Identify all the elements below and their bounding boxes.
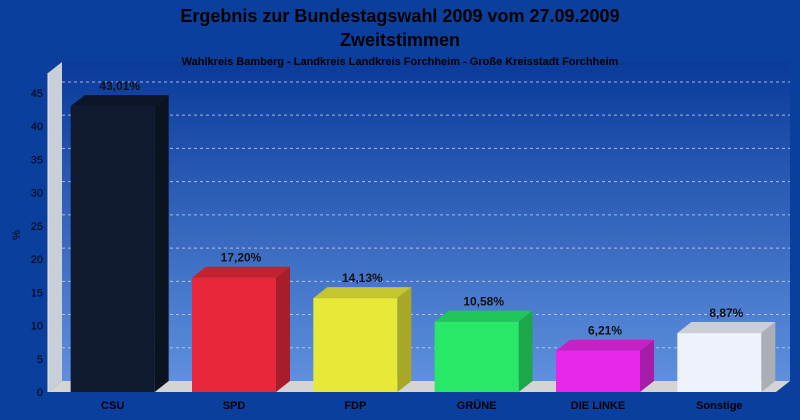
y-tick-label: 5: [37, 354, 43, 366]
y-tick-label: 20: [31, 254, 43, 266]
chart-title-line2: Zweitstimmen: [340, 30, 460, 50]
bar-top: [70, 95, 169, 107]
chart-title: Ergebnis zur Bundestagswahl 2009 vom 27.…: [180, 6, 619, 26]
x-tick-label: SPD: [223, 400, 246, 412]
bar-side: [397, 287, 412, 392]
bar-value-label: 10,58%: [463, 295, 504, 309]
bar: [192, 266, 290, 392]
bar-front: [70, 106, 155, 392]
plot-left-wall: [48, 62, 62, 392]
bar-front: [434, 321, 519, 392]
bar-side: [154, 95, 169, 392]
bar-side: [761, 322, 776, 392]
y-tick-label: 35: [31, 154, 43, 166]
bar: [70, 95, 169, 392]
x-tick-label: GRÜNE: [457, 399, 497, 412]
bar: [434, 310, 533, 392]
bar-front: [677, 333, 762, 392]
y-axis-label: %: [11, 230, 23, 240]
bar-top: [677, 322, 776, 334]
x-tick-label: CSU: [101, 400, 124, 412]
x-tick-label: DIE LINKE: [571, 400, 625, 412]
bar-side: [640, 339, 654, 392]
bar-value-label: 6,21%: [588, 324, 622, 338]
bar: [556, 339, 654, 392]
bar-front: [313, 298, 398, 392]
y-tick-label: 10: [31, 321, 43, 333]
bar-top: [434, 310, 533, 322]
x-tick-label: Sonstige: [696, 400, 742, 412]
bar-side: [518, 310, 533, 392]
bar-value-label: 17,20%: [221, 251, 262, 265]
bar: [313, 287, 412, 392]
bar-value-label: 43,01%: [99, 79, 140, 93]
bar-front: [192, 277, 276, 392]
bar-value-label: 14,13%: [342, 271, 383, 285]
bar-top: [313, 287, 412, 299]
bar: [677, 322, 776, 392]
y-tick-label: 30: [31, 188, 43, 200]
bar-side: [276, 266, 290, 392]
y-tick-label: 15: [31, 287, 43, 299]
y-tick-label: 25: [31, 221, 43, 233]
y-tick-label: 45: [31, 88, 43, 100]
chart-subtitle: Wahlkreis Bamberg - Landkreis Landkreis …: [182, 56, 619, 68]
x-tick-label: FDP: [344, 400, 366, 412]
y-tick-label: 0: [37, 387, 43, 399]
bar-value-label: 8,87%: [709, 306, 743, 320]
bar-top: [192, 266, 290, 278]
bar-top: [556, 339, 654, 351]
y-tick-label: 40: [31, 121, 43, 133]
bar-front: [556, 350, 640, 392]
